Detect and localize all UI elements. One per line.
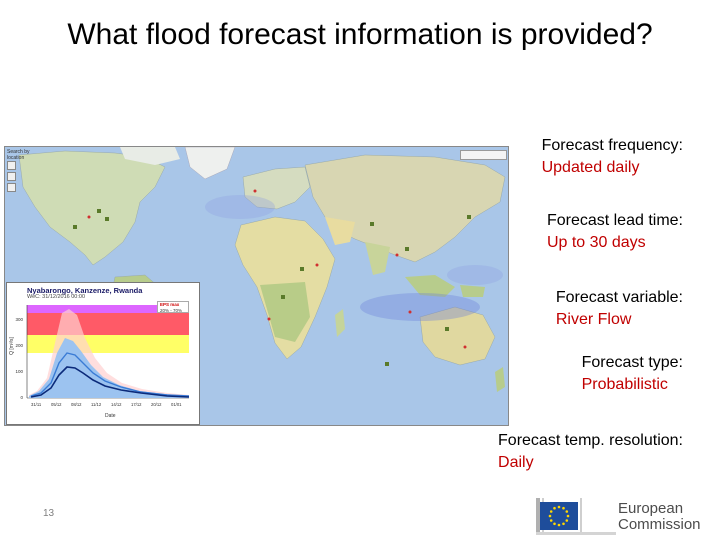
map-toolbar[interactable]: [460, 150, 507, 160]
purple-threshold-band: [27, 305, 189, 313]
eu-flag-icon: [536, 498, 616, 535]
slide-title: What flood forecast information is provi…: [67, 18, 653, 51]
hydrograph-legend: EPS max 20% - 70%: [157, 301, 189, 313]
ensemble-upper: [30, 352, 190, 397]
eu-star-icon: [548, 514, 552, 518]
fact-value: Probabilistic: [581, 376, 668, 393]
fact-label: Forecast type:: [581, 354, 683, 371]
fact-variable: Forecast variable: River Flow: [556, 287, 683, 331]
legend-title: EPS max: [160, 302, 180, 307]
fact-type: Forecast type: Probabilistic: [582, 352, 683, 396]
european-commission-logo: European Commission: [536, 496, 701, 536]
eu-star-icon: [557, 505, 561, 509]
yellow-threshold-band: [27, 335, 189, 353]
page-number: 13: [43, 508, 55, 519]
fact-label: Forecast lead time:: [546, 212, 683, 229]
y-tick: 100: [15, 369, 23, 374]
hydrograph-title: Nyabarongo, Kanzenze, Rwanda: [27, 286, 143, 295]
y-tick: 0: [20, 395, 23, 400]
eu-star-icon: [557, 523, 561, 527]
logo-line-commission: Commission: [618, 516, 701, 533]
y-tick: 200: [15, 343, 23, 348]
x-tick: 08/12: [71, 402, 82, 407]
eu-star-icon: [566, 514, 570, 518]
red-threshold-band: [27, 313, 189, 335]
fact-label: Forecast frequency:: [541, 137, 683, 154]
fact-value: Daily: [498, 454, 534, 471]
eu-star-icon: [565, 519, 569, 522]
fact-value: Updated daily: [541, 159, 640, 176]
map-zoom-controls[interactable]: [7, 161, 16, 194]
fact-temporal-resolution: Forecast temp. resolution: Daily: [498, 430, 683, 474]
x-tick: 14/12: [111, 402, 122, 407]
logo-line-european: European: [618, 500, 684, 517]
hydrograph-ylabel: Q [m³/s]: [8, 337, 15, 355]
x-tick: 17/12: [131, 402, 142, 407]
x-tick: 31/11: [31, 402, 42, 407]
hydrograph-plot: 0 100 200 300 31/11 05/12 08/12 11/12 14…: [15, 305, 190, 407]
fact-value: Up to 30 days: [546, 234, 646, 251]
eu-star-icon: [549, 510, 553, 513]
eu-star-icon: [553, 506, 556, 510]
y-tick: 300: [15, 317, 23, 322]
x-tick: 01/01: [171, 402, 182, 407]
eu-star-icon: [562, 522, 565, 526]
hydrograph-xlabel: Date: [105, 413, 116, 419]
eu-star-icon: [549, 519, 553, 522]
zoom-out-button[interactable]: [7, 172, 16, 181]
eu-star-icon: [562, 506, 565, 510]
pan-button[interactable]: [7, 183, 16, 192]
x-tick: 20/12: [151, 402, 162, 407]
x-tick: 05/12: [51, 402, 62, 407]
eu-star-icon: [565, 510, 569, 513]
hydrograph-subtitle: WeC: 31/12/2016 00:00: [27, 294, 85, 300]
zoom-in-button[interactable]: [7, 161, 16, 170]
eu-star-icon: [553, 522, 556, 526]
legend-line: 20% - 70%: [160, 308, 183, 313]
fact-frequency: Forecast frequency: Updated daily: [542, 135, 683, 179]
x-tick: 11/12: [91, 402, 102, 407]
map-search-label[interactable]: Search by location: [7, 149, 30, 161]
median-line: [30, 366, 190, 398]
fact-lead-time: Forecast lead time: Up to 30 days: [547, 210, 683, 254]
hydrograph-inset: 0 100 200 300 31/11 05/12 08/12 11/12 14…: [6, 282, 200, 425]
fact-value: River Flow: [555, 311, 632, 328]
fact-label: Forecast temp. resolution:: [498, 432, 683, 449]
fact-label: Forecast variable:: [555, 289, 683, 306]
